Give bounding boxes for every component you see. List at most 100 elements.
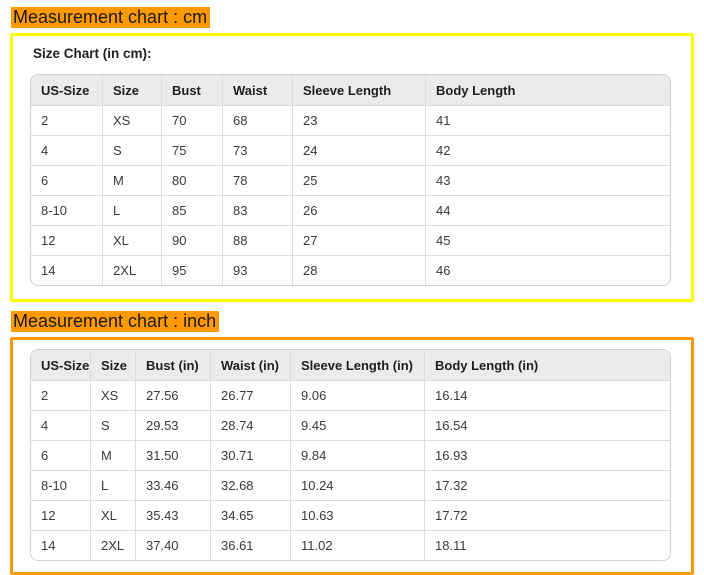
inch-chart-box: US-Size Size Bust (in) Waist (in) Sleeve Len… bbox=[10, 337, 694, 575]
column-header: Bust bbox=[162, 75, 223, 106]
table-cell: S bbox=[103, 136, 162, 166]
column-header: Size bbox=[91, 350, 136, 381]
table-cell: 28.74 bbox=[211, 411, 291, 441]
table-header-row: US-Size Size Bust (in) Waist (in) Sleeve Len… bbox=[31, 350, 670, 381]
table-cell: 44 bbox=[426, 196, 670, 226]
column-header: Sleeve Length bbox=[293, 75, 426, 106]
table-cell: 27 bbox=[293, 226, 426, 256]
table-cell: 34.65 bbox=[211, 501, 291, 531]
table-cell: L bbox=[91, 471, 136, 501]
heading-cm: Measurement chart : cm bbox=[11, 7, 694, 28]
table-cell: 31.50 bbox=[136, 441, 211, 471]
table-cell: 93 bbox=[223, 256, 293, 285]
column-header: US-Size bbox=[31, 350, 91, 381]
table-cell: 35.43 bbox=[136, 501, 211, 531]
table-cell: 90 bbox=[162, 226, 223, 256]
table-cell: 36.61 bbox=[211, 531, 291, 560]
table-cell: 8-10 bbox=[31, 196, 103, 226]
table-cell: 83 bbox=[223, 196, 293, 226]
table-cell: 26.77 bbox=[211, 381, 291, 411]
table-cell: 2XL bbox=[103, 256, 162, 285]
table-row: 2 XS 70 68 23 41 bbox=[31, 106, 670, 136]
table-cell: 75 bbox=[162, 136, 223, 166]
table-cell: 85 bbox=[162, 196, 223, 226]
table-row: 4 S 75 73 24 42 bbox=[31, 136, 670, 166]
table-cell: 16.93 bbox=[425, 441, 670, 471]
table-cell: XL bbox=[91, 501, 136, 531]
table-cell: 6 bbox=[31, 166, 103, 196]
column-header: Body Length bbox=[426, 75, 670, 106]
table-cell: 14 bbox=[31, 531, 91, 560]
cm-size-table: US-Size Size Bust Waist Sleeve Length Body Le… bbox=[30, 74, 671, 286]
table-cell: 11.02 bbox=[291, 531, 425, 560]
table-row: 4 S 29.53 28.74 9.45 16.54 bbox=[31, 411, 670, 441]
table-cell: 9.84 bbox=[291, 441, 425, 471]
table-cell: 24 bbox=[293, 136, 426, 166]
table-row: 14 2XL 37.40 36.61 11.02 18.11 bbox=[31, 531, 670, 560]
cm-chart-box: Size Chart (in cm): US-Size Size Bust Waist… bbox=[10, 33, 694, 302]
table-cell: 70 bbox=[162, 106, 223, 136]
table-cell: XL bbox=[103, 226, 162, 256]
table-row: 12 XL 90 88 27 45 bbox=[31, 226, 670, 256]
table-cell: 46 bbox=[436, 263, 451, 278]
table-cell: 80 bbox=[162, 166, 223, 196]
table-cell: 26 bbox=[293, 196, 426, 226]
table-cell: 25 bbox=[293, 166, 426, 196]
table-cell: 12 bbox=[31, 226, 103, 256]
table-cell: 4 bbox=[31, 411, 91, 441]
heading-cm-highlight: Measurement chart : cm bbox=[11, 7, 211, 28]
heading-inch: Measurement chart : inch bbox=[11, 311, 694, 332]
table-row: 8-10 L 33.46 32.68 10.24 17.32 bbox=[31, 471, 670, 501]
table-cell: 88 bbox=[223, 226, 293, 256]
table-cell: M bbox=[103, 166, 162, 196]
table-cell: 16.14 bbox=[425, 381, 670, 411]
table-cell: 30.71 bbox=[211, 441, 291, 471]
table-cell: 16.54 bbox=[425, 411, 670, 441]
table-header-row: US-Size Size Bust Waist Sleeve Length Body Le… bbox=[31, 75, 670, 106]
table-cell: 4 bbox=[31, 136, 103, 166]
table-cell: 2 bbox=[31, 381, 91, 411]
cm-chart-label: Size Chart (in cm): bbox=[33, 46, 152, 61]
table-cell: 41 bbox=[426, 106, 670, 136]
table-cell: 45 bbox=[426, 226, 670, 256]
table-cell: 12 bbox=[31, 501, 91, 531]
table-row: 8-10 L 85 83 26 44 bbox=[31, 196, 670, 226]
table-cell: 18.11 bbox=[435, 538, 467, 553]
table-cell: 6 bbox=[31, 441, 91, 471]
table-cell: 9.06 bbox=[291, 381, 425, 411]
table-cell: 2 bbox=[31, 106, 103, 136]
heading-inch-highlight: Measurement chart : inch bbox=[11, 311, 220, 332]
table-cell: 42 bbox=[426, 136, 670, 166]
column-header: Waist bbox=[223, 75, 293, 106]
table-cell: 33.46 bbox=[136, 471, 211, 501]
table-row: 12 XL 35.43 34.65 10.63 17.72 bbox=[31, 501, 670, 531]
table-cell: 10.24 bbox=[291, 471, 425, 501]
column-header: Sleeve Length (in) bbox=[291, 350, 425, 381]
column-header: Body Length (in) bbox=[425, 350, 670, 381]
table-cell: 17.72 bbox=[425, 501, 670, 531]
column-header: Size bbox=[103, 75, 162, 106]
table-cell: 29.53 bbox=[136, 411, 211, 441]
table-cell: L bbox=[103, 196, 162, 226]
column-header: US-Size bbox=[31, 75, 103, 106]
table-cell: 23 bbox=[293, 106, 426, 136]
table-cell: 68 bbox=[223, 106, 293, 136]
table-cell: 8-10 bbox=[31, 471, 91, 501]
table-cell: 27.56 bbox=[136, 381, 211, 411]
table-cell: 14 bbox=[31, 256, 103, 285]
table-cell: 32.68 bbox=[211, 471, 291, 501]
table-cell: 37.40 bbox=[136, 531, 211, 560]
table-cell: 95 bbox=[162, 256, 223, 285]
table-cell: 9.45 bbox=[291, 411, 425, 441]
inch-size-table: US-Size Size Bust (in) Waist (in) Sleeve Len… bbox=[30, 349, 671, 561]
table-cell: 78 bbox=[223, 166, 293, 196]
table-row: 6 M 31.50 30.71 9.84 16.93 bbox=[31, 441, 670, 471]
table-row: 6 M 80 78 25 43 bbox=[31, 166, 670, 196]
table-cell: 43 bbox=[426, 166, 670, 196]
table-cell: 73 bbox=[223, 136, 293, 166]
column-header: Bust (in) bbox=[136, 350, 211, 381]
table-cell: XS bbox=[91, 381, 136, 411]
table-cell: 28 bbox=[293, 256, 426, 285]
table-row: 2 XS 27.56 26.77 9.06 16.14 bbox=[31, 381, 670, 411]
